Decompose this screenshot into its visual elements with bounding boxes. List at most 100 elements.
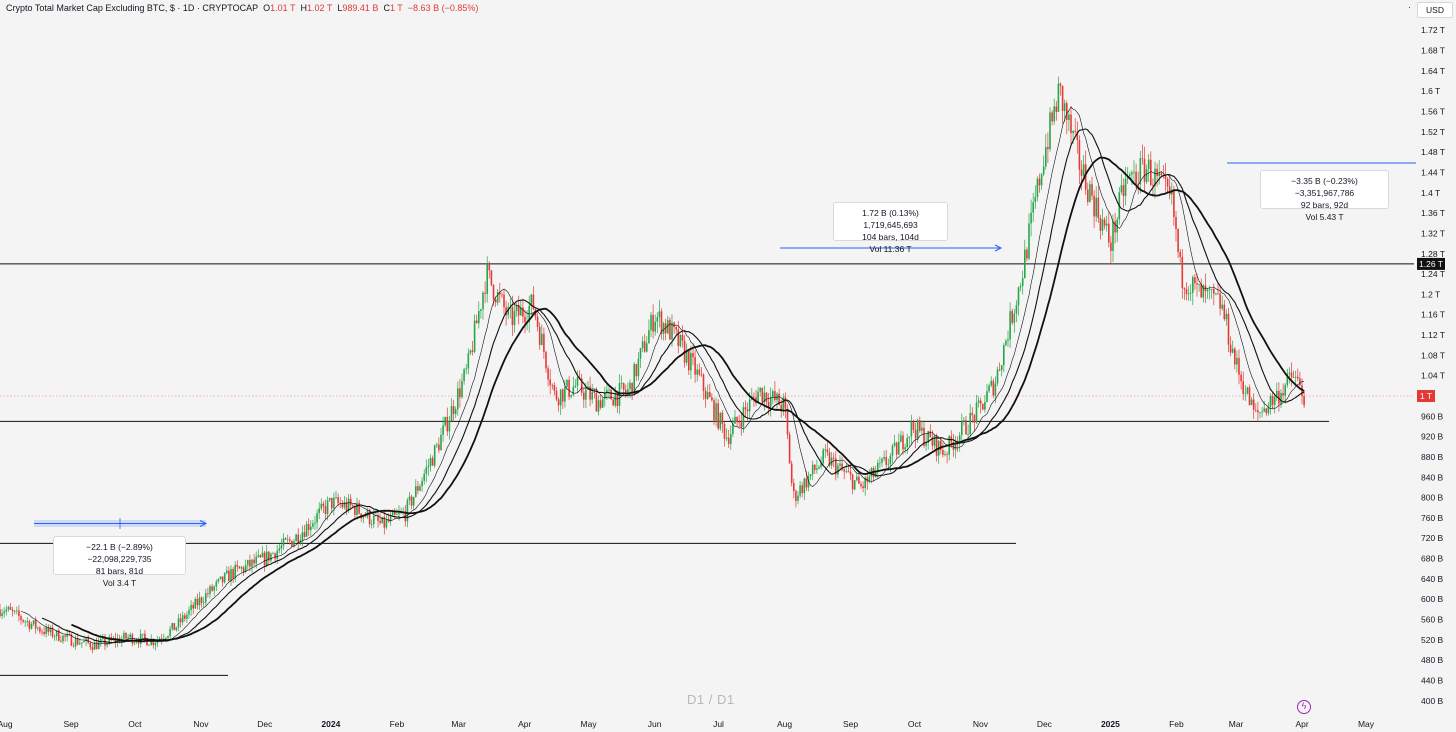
candle-body (1160, 173, 1163, 176)
candle-body (1244, 393, 1247, 395)
candle-body (26, 621, 29, 622)
candle-body (410, 496, 413, 506)
candle-body (419, 486, 421, 491)
candle-body (503, 294, 505, 308)
candle-body (515, 304, 518, 312)
candle-body (1049, 112, 1051, 150)
candle-body (809, 474, 812, 477)
candle-body (637, 358, 640, 377)
candle-body (862, 486, 864, 488)
candle-body (669, 319, 671, 340)
candle-body (734, 416, 736, 424)
candle-body (820, 463, 822, 467)
candle-body (32, 620, 35, 625)
candle-body (576, 377, 579, 386)
candle-body (244, 565, 247, 572)
candle-body (543, 333, 545, 352)
candle-body (1278, 390, 1280, 404)
candle-body (925, 442, 927, 446)
time-tick-label: Aug (0, 719, 13, 729)
candle-body (620, 383, 623, 384)
candle-body (345, 501, 348, 511)
candle-body (1215, 293, 1217, 295)
candle-body (585, 389, 587, 400)
moving-averages (20, 106, 1305, 645)
candle-body (236, 565, 239, 567)
candle-body (1265, 408, 1268, 414)
candle-body (463, 369, 465, 382)
candle-body (5, 609, 8, 612)
currency-button[interactable]: USD (1417, 2, 1453, 18)
candle-body (1217, 293, 1219, 295)
candle-body (916, 420, 919, 439)
candle-body (891, 445, 894, 456)
candle-body (979, 400, 982, 404)
candle-body (190, 604, 192, 611)
candle-body (1185, 289, 1188, 295)
candle-body (799, 485, 801, 496)
candle-body (889, 455, 892, 465)
candle-body (1263, 408, 1265, 412)
candle-body (559, 389, 562, 406)
candle-body (186, 614, 188, 619)
candle-body (444, 417, 446, 426)
price-tick-label: 1.04 T (1421, 371, 1445, 381)
candle-body (1019, 286, 1022, 288)
candle-body (746, 409, 749, 412)
price-tick-label: 680 B (1421, 554, 1444, 564)
candle-body (349, 498, 352, 506)
candle-body (18, 610, 20, 617)
annotation-volume: Vol 5.43 T (1305, 212, 1344, 222)
high-value: 1.02 T (307, 3, 333, 13)
candle-body (757, 391, 759, 404)
candle-body (1187, 293, 1190, 295)
candle-body (1236, 357, 1238, 365)
candle-body (270, 553, 272, 561)
more-options-icon[interactable]: · (1408, 2, 1411, 12)
candle-body (478, 311, 480, 324)
price-axis: 1.72 T 1.68 T 1.64 T 1.6 T 1.56 T 1.52 T 1.48 … (1421, 25, 1445, 706)
candle-body (975, 402, 978, 423)
price-tick-label: 1.56 T (1421, 107, 1445, 117)
candle-body (1114, 221, 1116, 233)
candle-body (253, 559, 255, 564)
candle-body (507, 307, 509, 316)
candle-body (522, 307, 524, 317)
candle-body (131, 634, 134, 644)
time-tick-label: 2025 (1101, 719, 1120, 729)
candle-body (1005, 340, 1007, 346)
candle-body (379, 520, 381, 523)
candle-body (259, 555, 262, 558)
lightning-icon[interactable]: ϟ (1297, 700, 1311, 714)
marker-red-label: 1 T (1420, 391, 1432, 401)
candle-body (356, 502, 358, 515)
candle-body (927, 431, 929, 443)
candle-body (572, 386, 575, 395)
candle-body (851, 474, 854, 490)
candle-body (280, 545, 283, 549)
candle-body (127, 637, 129, 639)
candle-body (1223, 304, 1226, 320)
candle-body (732, 423, 734, 434)
candle-body (990, 380, 992, 386)
price-tick-label: 1.36 T (1421, 208, 1445, 218)
candle-body (885, 456, 887, 465)
candle-body (1124, 178, 1127, 196)
candle-body (658, 311, 661, 318)
open-label: O (263, 3, 271, 13)
price-tick-label: 1.2 T (1421, 289, 1440, 299)
candle-body (364, 515, 367, 517)
candle-body (438, 444, 440, 451)
candle-body (496, 291, 499, 303)
candle-body (70, 634, 73, 646)
candle-body (1198, 284, 1200, 285)
candle-body (284, 538, 287, 540)
candle-body (902, 435, 904, 450)
candle-body (517, 304, 520, 316)
candle-body (1267, 406, 1270, 414)
candle-body (475, 320, 478, 324)
candle-body (679, 334, 682, 347)
candle-body (1206, 289, 1209, 292)
candle-body (1097, 197, 1100, 219)
